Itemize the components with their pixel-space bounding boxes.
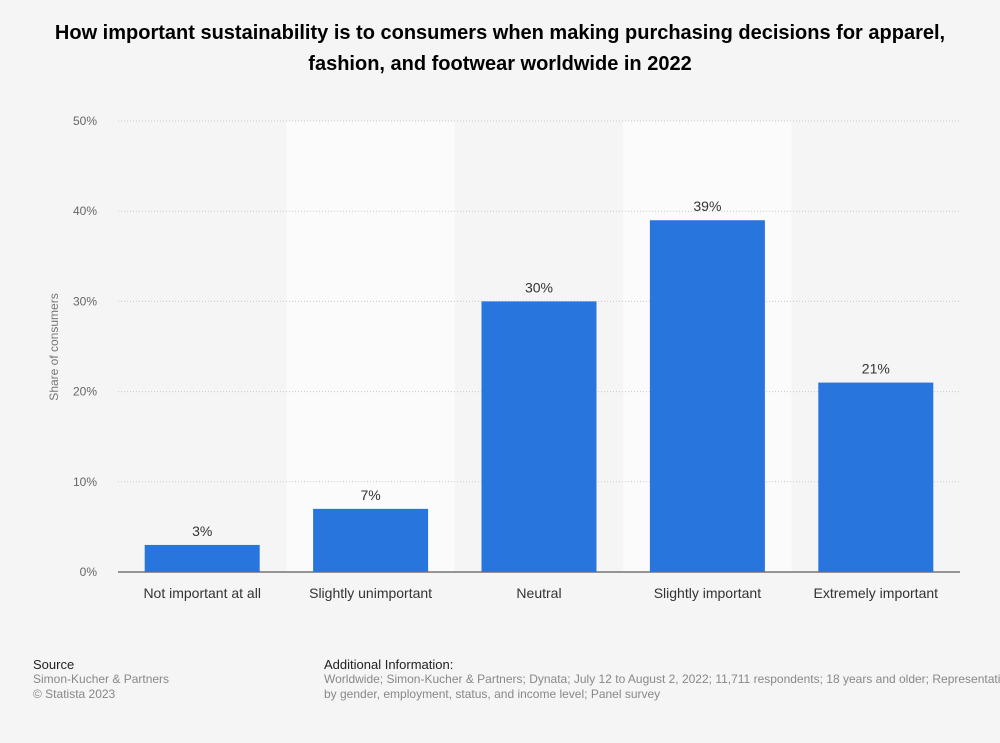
y-tick-label: 20% <box>73 385 97 399</box>
source-block: Source Simon-Kucher & Partners © Statist… <box>33 657 169 702</box>
bar-chart: 0% 10% 20% 30% 40% 50% 3% 7% 30% 39% 21% Not impo… <box>47 114 960 601</box>
y-tick-label: 10% <box>73 475 97 489</box>
data-label: 3% <box>192 523 212 539</box>
source-line-2: © Statista 2023 <box>33 687 116 701</box>
category-labels: Not important at all Slightly unimportant… <box>143 585 938 601</box>
source-heading: Source <box>33 657 75 672</box>
column-band <box>286 121 455 572</box>
category-label: Slightly important <box>654 585 761 601</box>
category-label: Neutral <box>516 585 561 601</box>
data-label: 39% <box>693 198 721 214</box>
chart-title: How important sustainability is to consu… <box>54 22 946 75</box>
y-tick-label: 0% <box>80 565 98 579</box>
data-labels: 3% 7% 30% 39% 21% <box>192 198 890 539</box>
y-tick-label: 30% <box>73 294 97 308</box>
data-label: 21% <box>862 361 890 377</box>
y-axis-ticks: 0% 10% 20% 30% 40% 50% <box>73 114 97 579</box>
bar[interactable] <box>313 508 429 572</box>
bars <box>144 220 934 572</box>
additional-info-text: Worldwide; Simon-Kucher & Partners; Dyna… <box>324 672 1000 701</box>
y-axis-label: Share of consumers <box>47 293 61 400</box>
source-line-1[interactable]: Simon-Kucher & Partners <box>33 672 170 686</box>
bar[interactable] <box>481 301 597 572</box>
data-label: 7% <box>360 487 380 503</box>
additional-info-block: Additional Information: Worldwide; Simon… <box>324 657 1000 702</box>
bar[interactable] <box>144 544 260 572</box>
y-tick-label: 40% <box>73 204 97 218</box>
additional-info-heading: Additional Information: <box>324 657 454 672</box>
category-label: Extremely important <box>814 585 939 601</box>
category-label: Slightly unimportant <box>309 585 432 601</box>
category-label: Not important at all <box>143 585 261 601</box>
y-tick-label: 50% <box>73 114 97 128</box>
data-label: 30% <box>525 279 553 295</box>
bar[interactable] <box>649 220 765 572</box>
bar[interactable] <box>818 382 934 572</box>
